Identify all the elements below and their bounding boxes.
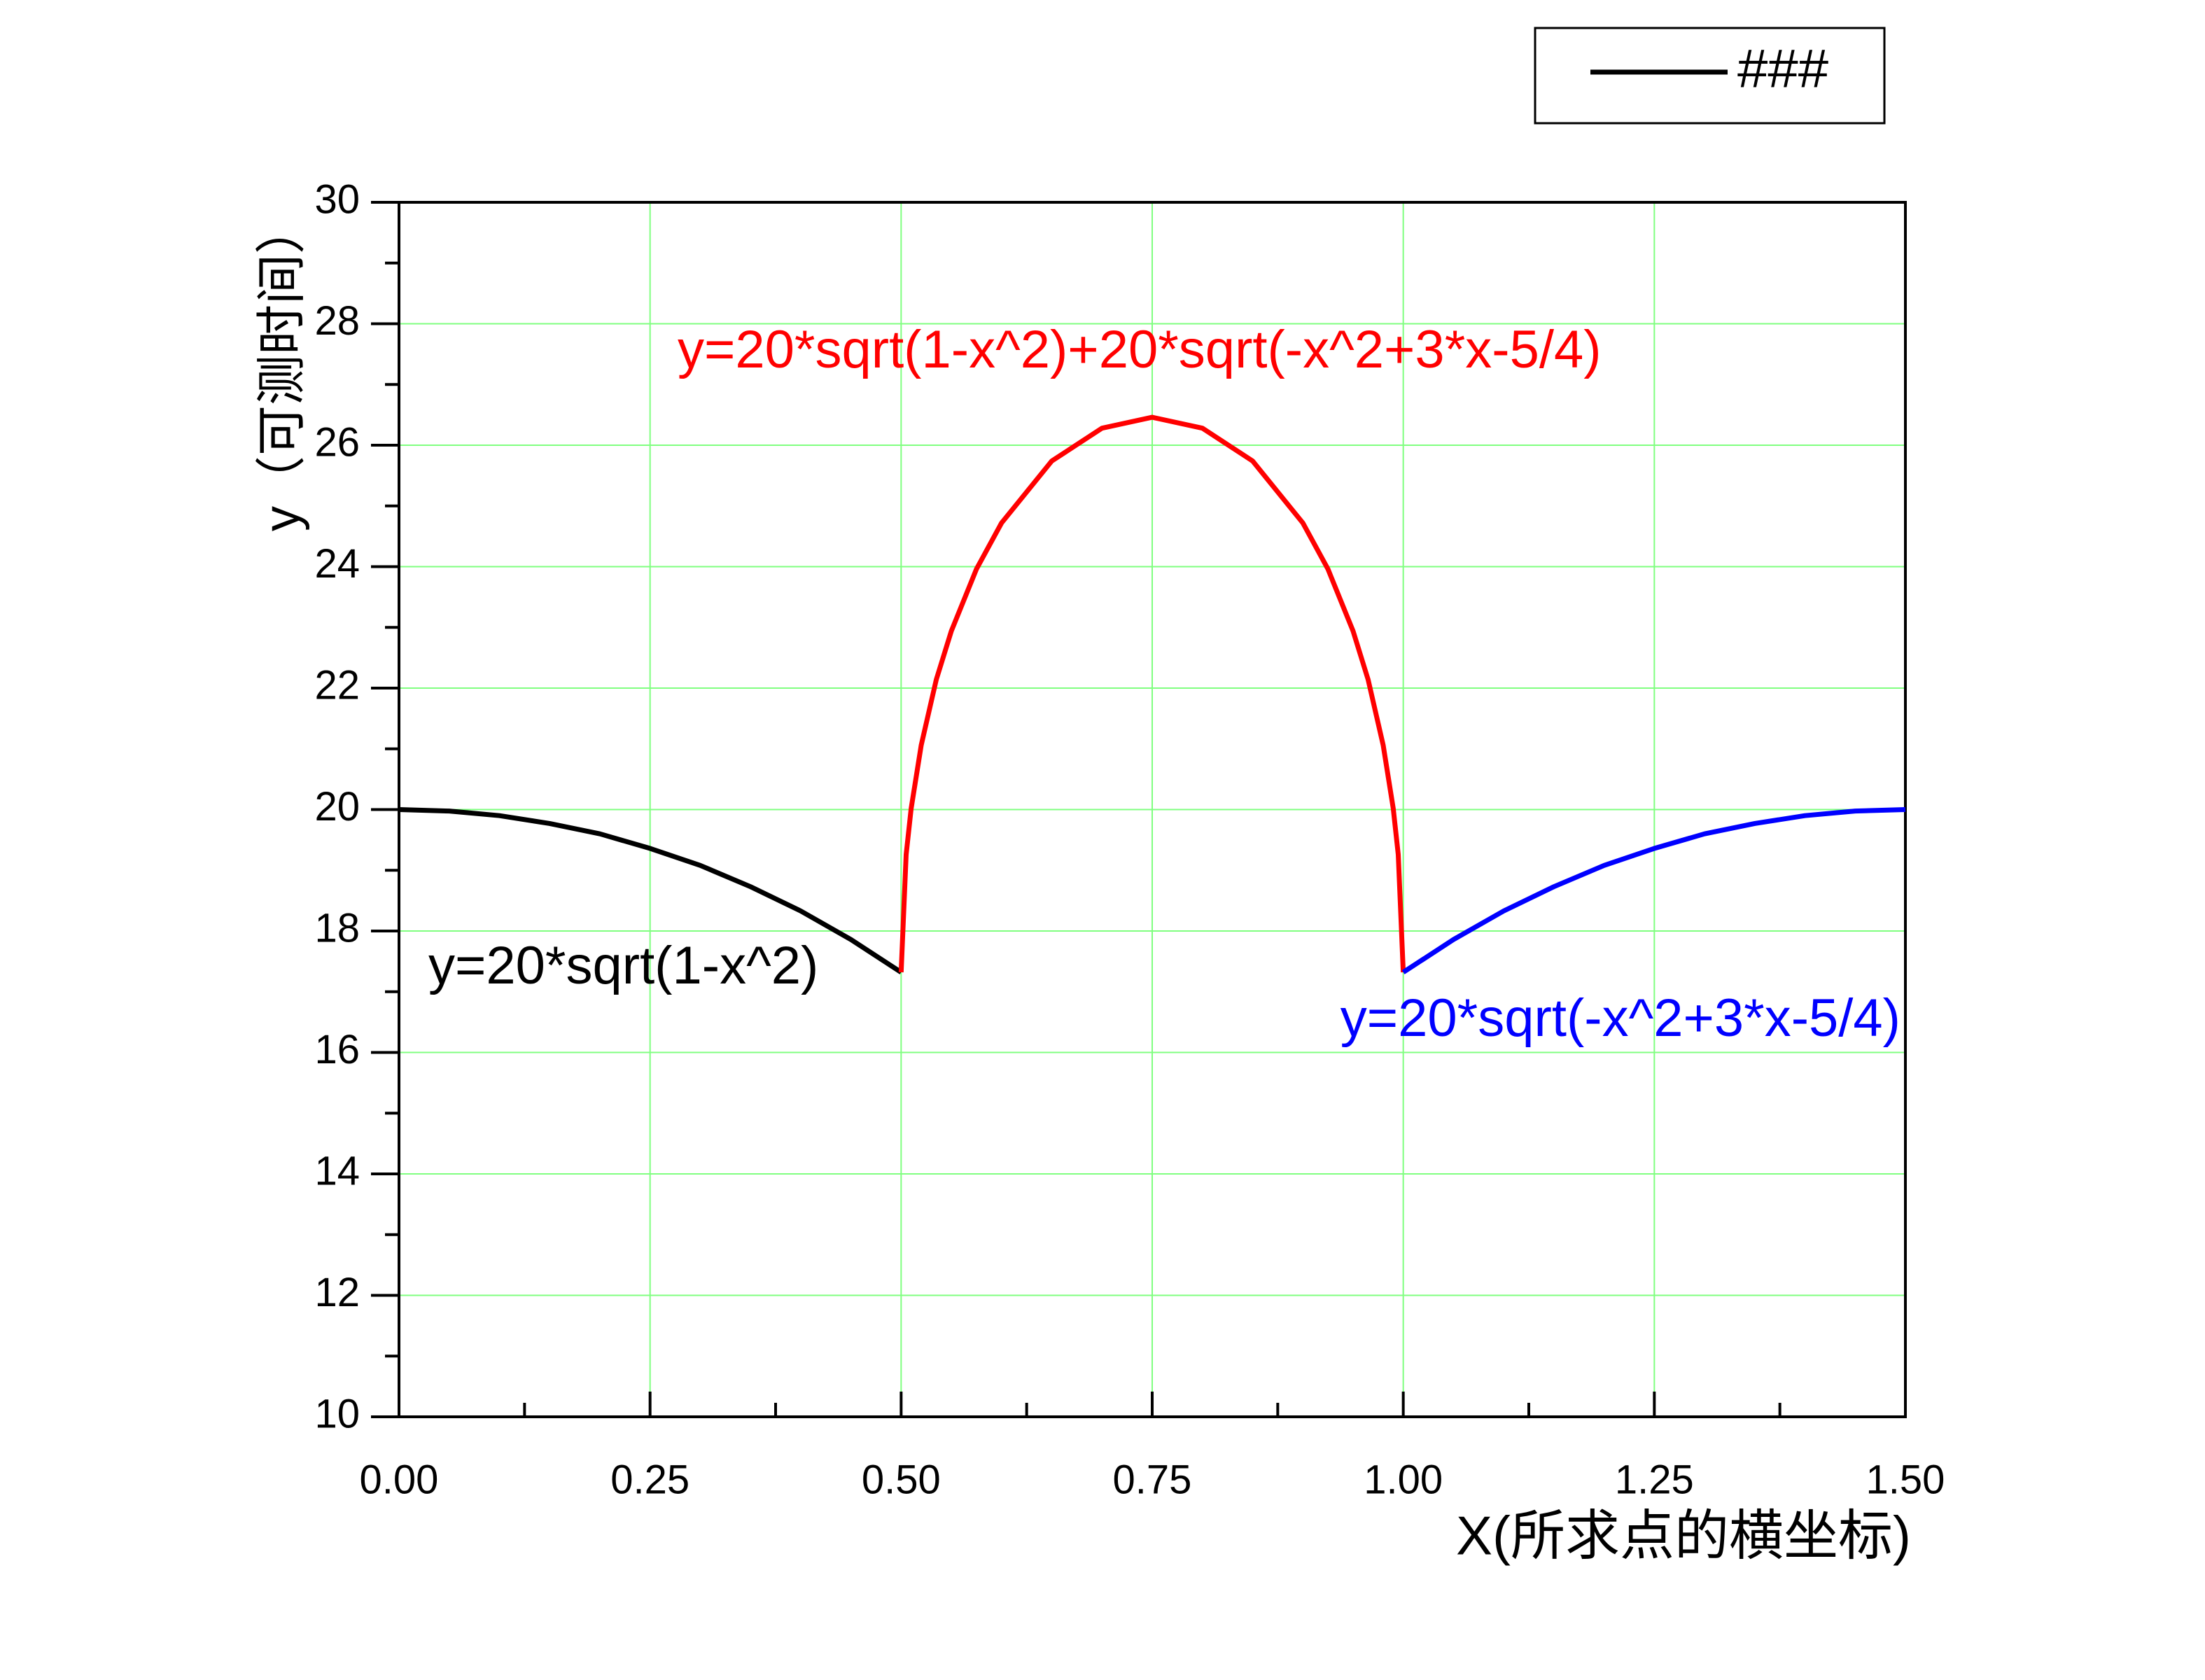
y-tick-label: 28 [314,298,360,344]
x-tick-label: 0.00 [360,1457,439,1502]
series-line [1401,807,1906,974]
x-tick-label: 0.25 [610,1457,690,1502]
y-tick-label: 18 [314,905,360,951]
y-tick-label: 16 [314,1027,360,1072]
y-tick-label: 20 [314,784,360,830]
series-line [898,414,1406,973]
series-line [398,807,903,974]
y-tick-label: 26 [314,419,360,465]
x-axis-title: X(所求点的横坐标) [1456,1505,1911,1567]
x-tick-label: 1.00 [1364,1457,1443,1502]
x-tick-label: 1.50 [1866,1457,1945,1502]
x-tick-label: 0.50 [862,1457,941,1502]
y-tick-label: 30 [314,176,360,222]
y-tick-label: 12 [314,1270,360,1315]
curve-label: y=20*sqrt(1-x^2)+20*sqrt(-x^2+3*x-5/4) [678,320,1602,379]
curve-label: y=20*sqrt(-x^2+3*x-5/4) [1340,988,1900,1048]
curve-label: y=20*sqrt(1-x^2) [428,936,818,995]
y-tick-label: 14 [314,1148,360,1194]
legend-label: ### [1737,38,1828,99]
y-tick-label: 10 [314,1391,360,1436]
legend-box [1534,27,1886,125]
y-tick-label: 22 [314,662,360,708]
x-tick-label: 0.75 [1113,1457,1192,1502]
y-axis-title: y（可测时间） [254,204,310,531]
x-tick-label: 1.25 [1615,1457,1694,1502]
y-tick-label: 24 [314,541,360,587]
